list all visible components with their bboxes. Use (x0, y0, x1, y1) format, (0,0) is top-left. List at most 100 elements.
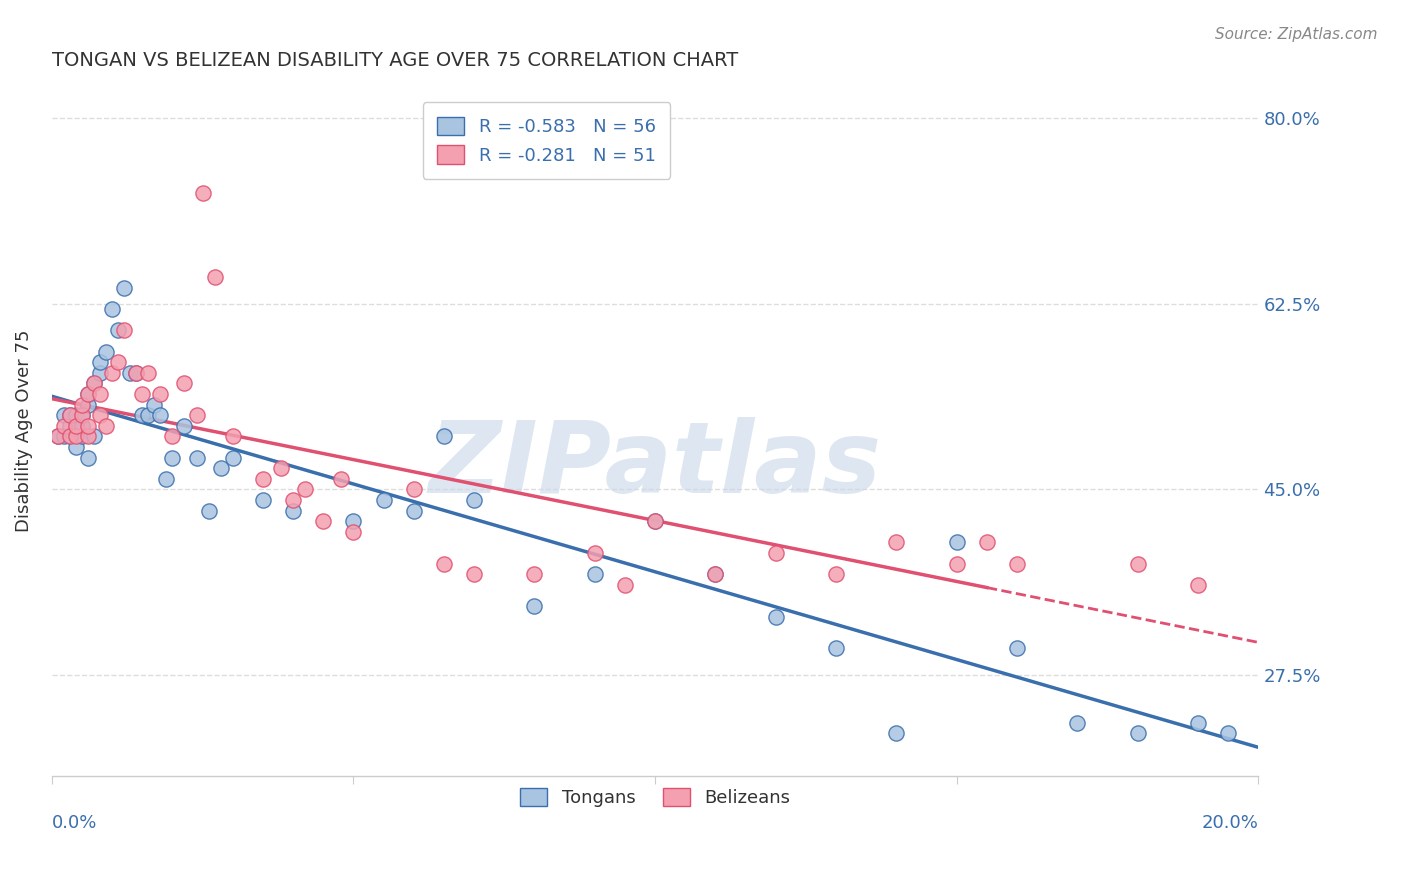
Point (143, 397, 166, 411)
Point (46, 429, 69, 443)
Point (70, 408, 93, 422)
Text: TONGAN VS BELIZEAN DISABILITY AGE OVER 75 CORRELATION CHART: TONGAN VS BELIZEAN DISABILITY AGE OVER 7… (52, 51, 738, 70)
Point (149, 387, 172, 401)
Point (1218, 726, 1240, 740)
Point (825, 641, 848, 656)
Point (1126, 726, 1149, 740)
Text: 20.0%: 20.0% (1202, 814, 1258, 832)
Point (101, 366, 124, 380)
Point (825, 567, 848, 582)
Point (976, 535, 998, 549)
Text: ZIPatlas: ZIPatlas (429, 417, 882, 514)
Point (312, 514, 335, 528)
Point (65, 408, 87, 422)
Point (402, 483, 425, 497)
Point (252, 472, 274, 486)
Point (704, 567, 727, 582)
Point (373, 492, 395, 507)
Point (107, 323, 129, 337)
Point (644, 514, 666, 528)
Point (765, 609, 787, 624)
Point (162, 450, 184, 465)
Point (270, 461, 292, 475)
Point (101, 302, 124, 317)
Point (281, 492, 304, 507)
Point (523, 599, 546, 613)
Point (1005, 557, 1028, 571)
Point (222, 450, 245, 465)
Point (252, 492, 274, 507)
Point (155, 472, 177, 486)
Point (125, 366, 148, 380)
Point (77, 387, 100, 401)
Point (89, 387, 111, 401)
Point (77, 387, 100, 401)
Point (89, 355, 111, 369)
Point (523, 567, 546, 582)
Point (583, 546, 606, 560)
Point (120, 366, 142, 380)
Point (149, 408, 172, 422)
Y-axis label: Disability Age Over 75: Disability Age Over 75 (15, 330, 32, 533)
Point (89, 408, 111, 422)
Point (463, 492, 485, 507)
Point (83, 429, 105, 443)
Point (70, 418, 93, 433)
Point (83, 376, 105, 391)
Point (186, 408, 208, 422)
Point (1066, 715, 1088, 730)
Point (52, 429, 75, 443)
Point (173, 418, 195, 433)
Point (112, 281, 135, 295)
Point (70, 408, 93, 422)
Point (59, 418, 82, 433)
Point (94, 418, 117, 433)
Point (463, 567, 485, 582)
Point (136, 366, 159, 380)
Point (136, 408, 159, 422)
Point (197, 503, 219, 517)
Point (1126, 557, 1149, 571)
Point (946, 535, 969, 549)
Point (330, 472, 353, 486)
Point (204, 270, 226, 285)
Point (281, 503, 304, 517)
Point (222, 429, 245, 443)
Point (65, 440, 87, 454)
Point (886, 535, 908, 549)
Point (77, 397, 100, 411)
Point (886, 726, 908, 740)
Point (704, 567, 727, 582)
Text: 0.0%: 0.0% (52, 814, 97, 832)
Point (1187, 715, 1209, 730)
Point (644, 514, 666, 528)
Point (59, 408, 82, 422)
Legend: Tongans, Belizeans: Tongans, Belizeans (506, 773, 804, 822)
Point (70, 397, 93, 411)
Point (209, 461, 232, 475)
Point (52, 408, 75, 422)
Point (433, 557, 456, 571)
Point (162, 429, 184, 443)
Point (65, 418, 87, 433)
Point (83, 376, 105, 391)
Point (946, 557, 969, 571)
Point (765, 546, 787, 560)
Point (131, 387, 153, 401)
Text: Source: ZipAtlas.com: Source: ZipAtlas.com (1215, 27, 1378, 42)
Point (52, 418, 75, 433)
Point (59, 408, 82, 422)
Point (191, 186, 214, 200)
Point (125, 366, 148, 380)
Point (1005, 641, 1028, 656)
Point (1187, 578, 1209, 592)
Point (583, 567, 606, 582)
Point (342, 524, 364, 539)
Point (94, 344, 117, 359)
Point (59, 429, 82, 443)
Point (59, 429, 82, 443)
Point (77, 450, 100, 465)
Point (186, 450, 208, 465)
Point (342, 514, 364, 528)
Point (70, 429, 93, 443)
